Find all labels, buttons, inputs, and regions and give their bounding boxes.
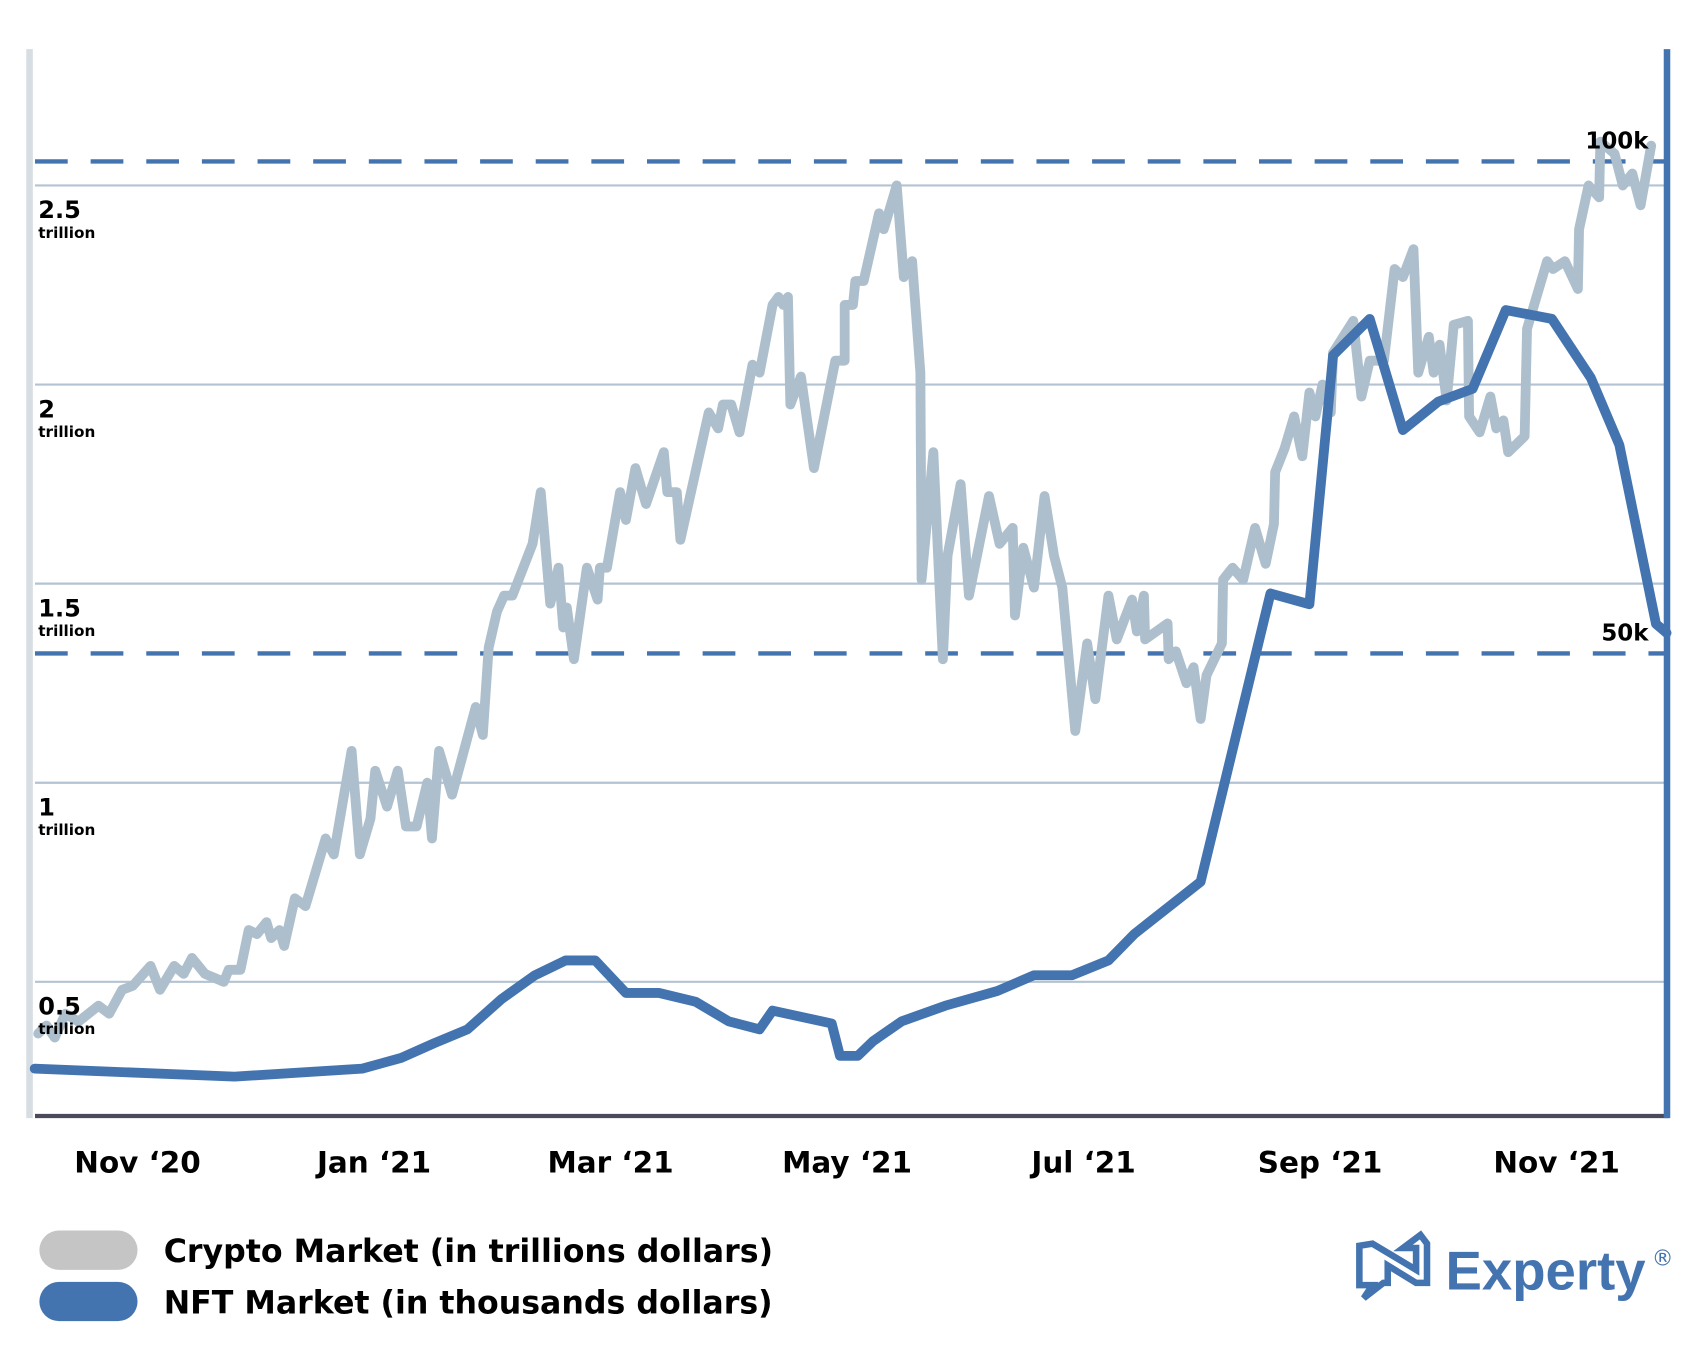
x-tick-label: Jul ‘21 [1029,1146,1135,1180]
right-tick-label: 50k [1601,620,1649,646]
legend-label-nft: NFT Market (in thousands dollars) [164,1285,773,1321]
legend-swatch-nft [39,1281,138,1322]
legend-swatch-crypto [39,1230,138,1270]
y-tick-unit: trillion [38,224,95,242]
experty-logo-text: Experty [1446,1240,1647,1301]
x-tick-label: Nov ‘21 [1493,1146,1619,1180]
registered-mark: ® [1652,1246,1674,1271]
x-tick-label: Mar ‘21 [548,1146,674,1180]
nft-market-line [29,305,1672,1082]
gridlines [35,184,1667,983]
crypto-market-line [33,136,1657,1043]
experty-logo-icon [1356,1230,1431,1301]
right-tick-label: 100k [1585,128,1649,154]
legend-item-crypto: Crypto Market (in trillions dollars) [39,1230,773,1270]
x-tick-label: Sep ‘21 [1258,1146,1383,1180]
nft-reference-lines [35,159,1667,656]
y-tick-unit: trillion [38,423,95,441]
y-tick-label: 0.5 [38,993,81,1021]
legend-item-nft: NFT Market (in thousands dollars) [39,1281,773,1322]
x-tick-labels: Nov ‘20 Jan ‘21 Mar ‘21 May ‘21 Jul ‘21 Sep ‘… [74,1146,1620,1180]
experty-logo: Experty ® [1356,1230,1674,1301]
x-tick-label: May ‘21 [782,1146,912,1180]
y-tick-unit: trillion [38,1020,95,1038]
y-tick-labels-right: 50k 100k [1585,128,1649,646]
y-tick-unit: trillion [38,622,95,640]
y-tick-label: 2.5 [38,196,81,224]
legend-label-crypto: Crypto Market (in trillions dollars) [164,1234,773,1270]
series-lines [29,136,1672,1082]
y-tick-label: 2 [38,395,55,423]
x-tick-label: Nov ‘20 [74,1146,200,1180]
y-tick-label: 1 [38,793,55,821]
y-tick-label: 1.5 [38,594,81,622]
y-tick-unit: trillion [38,821,95,839]
legend: Crypto Market (in trillions dollars) NFT… [39,1230,773,1322]
x-tick-label: Jan ‘21 [315,1146,431,1180]
y-tick-labels-left: 0.5trillion1trillion1.5trillion2trillion… [38,196,95,1038]
